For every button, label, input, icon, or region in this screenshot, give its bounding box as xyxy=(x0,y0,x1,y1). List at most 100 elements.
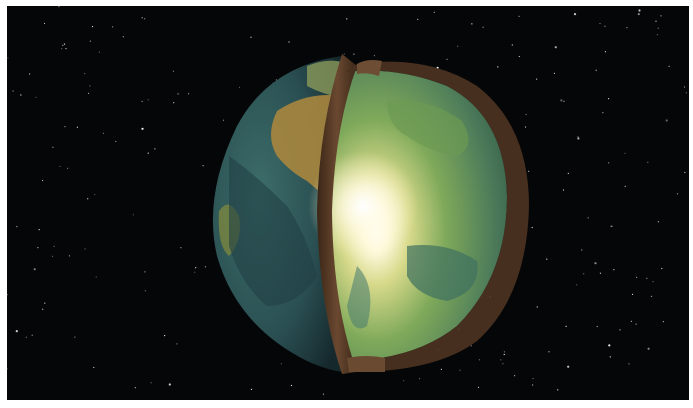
star xyxy=(74,336,76,338)
star xyxy=(518,15,520,17)
star xyxy=(202,165,204,167)
star xyxy=(52,146,54,148)
star xyxy=(626,27,628,29)
star xyxy=(58,6,60,8)
star xyxy=(684,171,686,174)
star xyxy=(562,189,565,191)
star xyxy=(87,92,90,94)
star xyxy=(403,380,405,382)
star xyxy=(531,226,533,229)
star xyxy=(631,293,634,295)
star xyxy=(587,217,589,219)
star xyxy=(624,152,626,154)
star xyxy=(115,140,117,143)
star xyxy=(503,353,505,356)
star xyxy=(577,137,580,140)
star xyxy=(536,78,538,80)
star xyxy=(275,79,277,81)
star xyxy=(628,363,630,365)
star xyxy=(373,55,375,57)
star xyxy=(567,365,570,368)
star xyxy=(35,96,37,98)
star xyxy=(459,369,461,371)
star xyxy=(63,43,66,45)
star xyxy=(656,34,659,36)
star xyxy=(176,343,178,345)
star xyxy=(514,375,516,377)
star xyxy=(471,23,473,25)
star xyxy=(557,389,559,391)
star xyxy=(288,41,290,43)
star xyxy=(65,48,67,50)
star xyxy=(536,306,538,308)
star xyxy=(15,330,18,333)
star xyxy=(87,198,89,200)
star xyxy=(655,20,657,22)
star xyxy=(599,22,601,25)
star xyxy=(59,165,61,167)
star xyxy=(20,94,22,96)
star xyxy=(661,267,663,270)
star xyxy=(89,40,91,42)
star xyxy=(433,11,435,13)
star xyxy=(195,267,197,269)
star xyxy=(613,269,615,271)
star xyxy=(683,86,686,88)
star xyxy=(553,72,556,74)
star xyxy=(147,99,149,101)
star xyxy=(43,22,46,25)
star xyxy=(91,26,94,28)
star xyxy=(685,92,688,94)
star xyxy=(61,48,63,50)
star xyxy=(134,387,136,389)
star xyxy=(168,383,171,386)
star xyxy=(343,53,345,55)
star xyxy=(42,179,44,182)
star xyxy=(604,51,607,53)
star xyxy=(144,271,146,273)
scene-svg xyxy=(7,6,688,395)
earth-cutaway-face xyxy=(308,70,507,361)
star xyxy=(7,57,9,59)
earth-hemisphere xyxy=(212,56,345,372)
star xyxy=(610,225,612,227)
star xyxy=(650,295,653,297)
star xyxy=(668,65,670,67)
star xyxy=(518,55,520,58)
crust-shell xyxy=(317,54,529,374)
star xyxy=(132,214,134,216)
star xyxy=(53,245,55,247)
star xyxy=(524,126,527,128)
star xyxy=(647,161,649,163)
star xyxy=(635,323,637,325)
star xyxy=(204,266,207,268)
star xyxy=(194,271,196,273)
star xyxy=(563,100,565,102)
star xyxy=(548,351,550,353)
star xyxy=(84,73,86,75)
star xyxy=(177,93,179,95)
star xyxy=(546,258,548,260)
star xyxy=(150,382,152,384)
star xyxy=(657,27,659,29)
star xyxy=(290,384,293,387)
star xyxy=(141,100,143,102)
star xyxy=(280,363,282,365)
star xyxy=(188,93,190,95)
star xyxy=(44,302,46,304)
star xyxy=(583,273,585,275)
star xyxy=(567,172,569,174)
star xyxy=(29,73,31,75)
star xyxy=(76,126,78,128)
star xyxy=(604,25,606,27)
star xyxy=(67,167,69,169)
star xyxy=(576,284,578,286)
star xyxy=(609,356,611,358)
star xyxy=(112,26,114,28)
star xyxy=(322,393,325,395)
star xyxy=(630,320,633,322)
star xyxy=(637,13,640,16)
star xyxy=(440,368,442,370)
star xyxy=(417,18,419,20)
star xyxy=(31,334,33,336)
